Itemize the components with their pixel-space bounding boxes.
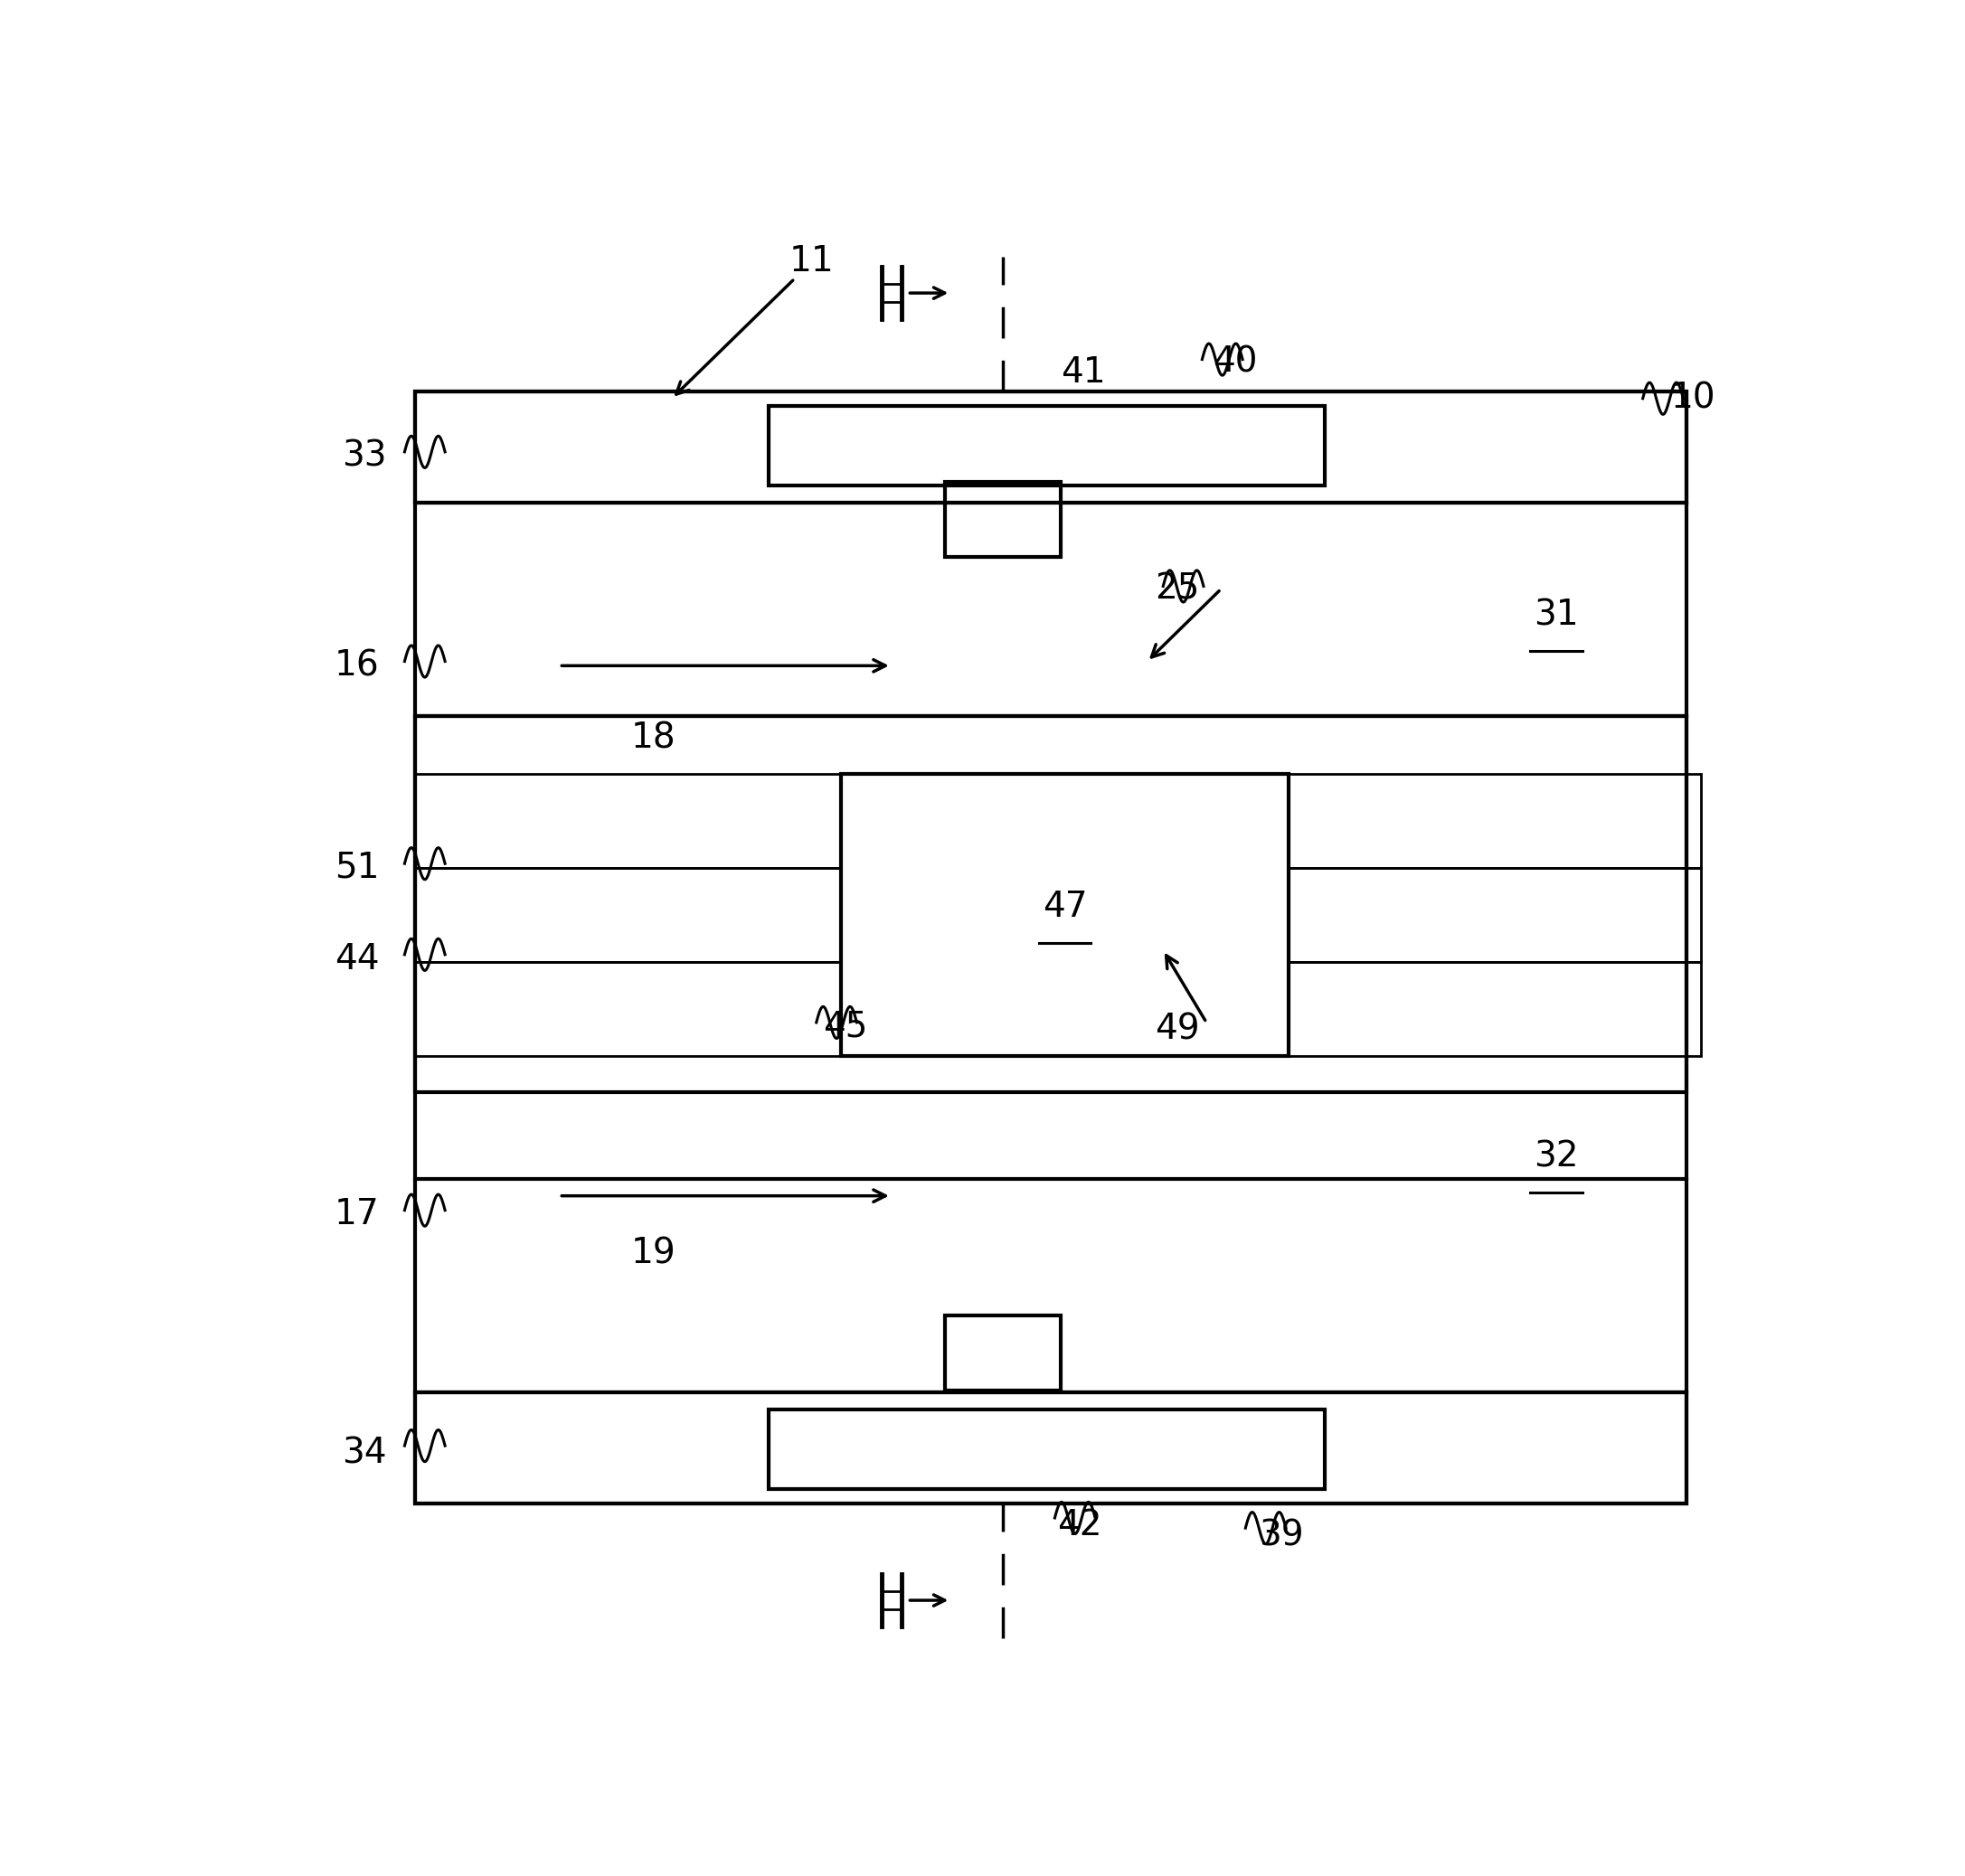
Text: 18: 18 bbox=[631, 720, 676, 756]
Text: 31: 31 bbox=[1533, 598, 1578, 632]
Text: 34: 34 bbox=[342, 1435, 387, 1471]
Text: 10: 10 bbox=[1670, 381, 1715, 416]
Text: 32: 32 bbox=[1535, 1139, 1578, 1174]
Bar bbox=[415, 962, 841, 1056]
Bar bbox=[415, 869, 841, 962]
Text: 25: 25 bbox=[1155, 572, 1201, 606]
Text: 16: 16 bbox=[334, 649, 379, 683]
Text: 41: 41 bbox=[1061, 355, 1106, 390]
Text: 45: 45 bbox=[823, 1009, 869, 1045]
Text: 11: 11 bbox=[790, 244, 835, 278]
Text: 39: 39 bbox=[1260, 1518, 1305, 1553]
Bar bbox=[841, 775, 1289, 1056]
Bar bbox=[415, 1392, 1686, 1503]
Bar bbox=[768, 1409, 1324, 1490]
Text: 42: 42 bbox=[1057, 1508, 1102, 1542]
Text: 17: 17 bbox=[334, 1197, 379, 1233]
Bar bbox=[1289, 775, 1700, 869]
Bar bbox=[415, 775, 841, 869]
Bar bbox=[1289, 869, 1700, 962]
Bar bbox=[945, 482, 1061, 557]
Text: 49: 49 bbox=[1155, 1013, 1201, 1047]
Bar bbox=[415, 392, 1686, 1503]
Bar bbox=[415, 717, 1686, 1092]
Text: 19: 19 bbox=[631, 1236, 676, 1270]
Bar bbox=[945, 1315, 1061, 1390]
Text: 47: 47 bbox=[1041, 889, 1087, 925]
Text: 44: 44 bbox=[334, 942, 379, 976]
Bar bbox=[768, 405, 1324, 486]
Text: 33: 33 bbox=[342, 439, 387, 473]
Text: 40: 40 bbox=[1212, 345, 1258, 379]
Text: 51: 51 bbox=[334, 850, 379, 885]
Bar bbox=[1289, 962, 1700, 1056]
Bar bbox=[415, 392, 1686, 503]
